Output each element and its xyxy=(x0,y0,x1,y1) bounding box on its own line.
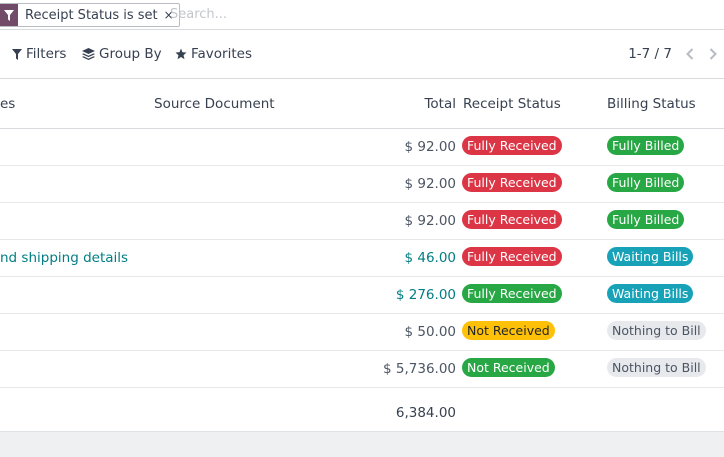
receipt-status-badge: Not Received xyxy=(462,321,555,340)
pager-next-button[interactable] xyxy=(705,44,721,64)
filter-icon xyxy=(0,4,18,26)
billing-status-badge: Fully Billed xyxy=(607,173,685,192)
column-header-total[interactable]: Total xyxy=(424,96,456,112)
table-header: es Source Document Total Receipt Status … xyxy=(0,79,724,129)
column-header-partial[interactable]: es xyxy=(0,96,16,112)
search-input[interactable] xyxy=(170,4,710,24)
receipt-status-badge: Fully Received xyxy=(462,173,562,192)
total-cell: $ 276.00 xyxy=(395,287,456,303)
total-cell: $ 46.00 xyxy=(404,250,456,266)
billing-status-badge: Fully Billed xyxy=(607,136,685,155)
receipt-status-badge: Not Received xyxy=(462,358,555,377)
group-by-button[interactable]: Group By xyxy=(82,46,162,62)
search-facet: Receipt Status is set × xyxy=(0,3,180,27)
filter-icon xyxy=(12,48,22,60)
billing-status-badge: Nothing to Bill xyxy=(607,321,706,340)
control-panel: Filters Group By Favorites 1-7 / 7 xyxy=(0,30,724,79)
total-cell: $ 92.00 xyxy=(404,176,456,192)
table-footer: 6,384.00 xyxy=(0,388,724,435)
chevron-left-icon xyxy=(686,48,694,60)
grand-total: 6,384.00 xyxy=(395,405,456,421)
source-document-cell[interactable]: nd shipping details xyxy=(0,250,129,266)
table-row[interactable]: $ 276.00 Fully Received Waiting Bills xyxy=(0,277,724,314)
table-row[interactable]: $ 92.00 Fully Received Fully Billed xyxy=(0,129,724,166)
pager-previous-button[interactable] xyxy=(682,44,698,64)
column-header-source-document[interactable]: Source Document xyxy=(154,96,275,112)
chevron-right-icon xyxy=(709,48,717,60)
column-header-billing-status[interactable]: Billing Status xyxy=(607,96,696,112)
table-row[interactable]: $ 92.00 Fully Received Fully Billed xyxy=(0,203,724,240)
facet-label: Receipt Status is set xyxy=(25,7,158,23)
filters-label: Filters xyxy=(26,46,67,62)
star-icon xyxy=(175,48,187,60)
billing-status-badge: Waiting Bills xyxy=(607,284,694,303)
filters-button[interactable]: Filters xyxy=(12,46,66,62)
total-cell: $ 92.00 xyxy=(404,139,456,155)
receipt-status-badge: Fully Received xyxy=(462,247,562,266)
table-row[interactable]: $ 50.00 Not Received Nothing to Bill xyxy=(0,314,724,351)
favorites-label: Favorites xyxy=(191,46,252,62)
pager-value[interactable]: 1-7 / 7 xyxy=(628,46,672,62)
table-row[interactable]: $ 92.00 Fully Received Fully Billed xyxy=(0,166,724,203)
group-by-label: Group By xyxy=(99,46,162,62)
content-background xyxy=(0,431,724,457)
search-bar: Receipt Status is set × xyxy=(0,0,724,30)
billing-status-badge: Nothing to Bill xyxy=(607,358,706,377)
total-cell: $ 92.00 xyxy=(404,213,456,229)
billing-status-badge: Fully Billed xyxy=(607,210,685,229)
facet-remove-icon[interactable]: × xyxy=(163,8,174,22)
purchase-orders-table: es Source Document Total Receipt Status … xyxy=(0,79,724,435)
table-row[interactable]: $ 5,736.00 Not Received Nothing to Bill xyxy=(0,351,724,388)
receipt-status-badge: Fully Received xyxy=(462,210,562,229)
total-cell: $ 5,736.00 xyxy=(383,361,456,377)
receipt-status-badge: Fully Received xyxy=(462,284,562,303)
total-cell: $ 50.00 xyxy=(404,324,456,340)
billing-status-badge: Waiting Bills xyxy=(607,247,694,266)
column-header-receipt-status[interactable]: Receipt Status xyxy=(463,96,561,112)
receipt-status-badge: Fully Received xyxy=(462,136,562,155)
layers-icon xyxy=(82,48,95,60)
table-row[interactable]: nd shipping details $ 46.00 Fully Receiv… xyxy=(0,240,724,277)
favorites-button[interactable]: Favorites xyxy=(175,46,252,62)
